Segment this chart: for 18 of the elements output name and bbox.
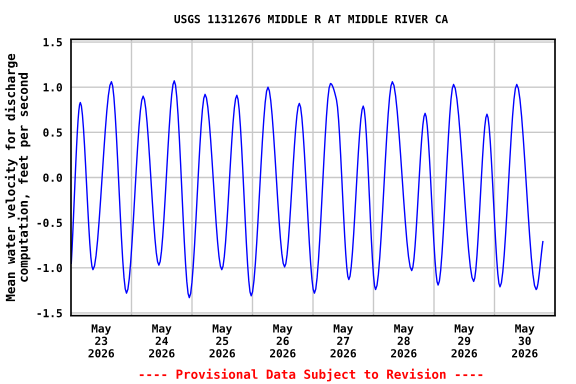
x-tick-label: May 26 2026 [270,324,296,358]
x-tick-label: May 28 2026 [390,324,417,358]
y-tick-label: -1.5 [38,309,62,318]
x-tick-label: May 27 2026 [330,324,356,358]
y-tick-label: -1.0 [38,264,62,272]
x-tick-label: May 30 2026 [512,324,538,358]
y-axis-title: Mean water velocity for discharge computation, feet per second [4,54,30,302]
chart-title: USGS 11312676 MIDDLE R AT MIDDLE RIVER CA [174,14,448,24]
x-tick-label: May 25 2026 [209,324,236,358]
x-tick-label: May 29 2026 [451,324,478,358]
y-tick-label: 1.5 [44,38,62,46]
y-tick-label: -0.5 [38,218,62,228]
y-tick-label: 1.0 [44,83,62,92]
y-tick-label: 0.0 [43,173,62,182]
x-tick-label: May 24 2026 [148,324,175,358]
text: ---- Provisional Data Subject to Revision ---- [140,368,482,382]
x-tick-label: May 23 2026 [88,324,114,358]
y-tick-label: 0.5 [43,128,62,137]
